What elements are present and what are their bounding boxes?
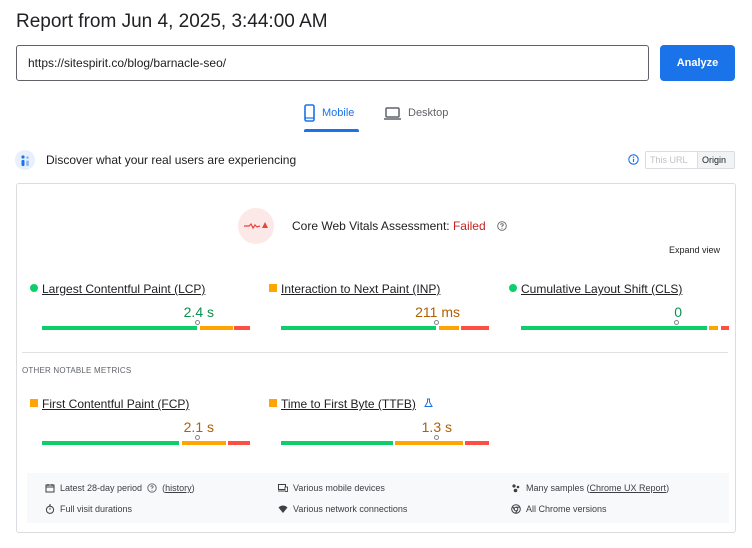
needs-improvement-indicator-icon [269,399,277,407]
good-indicator-icon [509,284,517,292]
footer-network: Various network connections [278,504,407,514]
footer-durations: Full visit durations [45,504,132,514]
tab-mobile[interactable]: Mobile [304,104,354,130]
calendar-icon [45,484,55,493]
metric-lcp-distribution-bar [42,326,250,330]
footer-samples-suffix: ) [666,483,670,493]
users-icon [15,150,35,170]
metric-inp-marker [434,320,439,325]
section-divider [22,352,728,353]
metric-cls-value: 0 [674,304,682,320]
cwv-assessment: Core Web Vitals Assessment: Failed [292,219,486,233]
assessment-status: Failed [452,219,486,233]
tab-desktop-label: Desktop [408,107,449,119]
footer-samples-text: Many samples (Chrome UX Report) [526,483,669,493]
needs-improvement-indicator-icon [269,284,277,292]
tab-desktop[interactable]: Desktop [384,104,448,130]
metric-cls-distribution-bar [521,326,729,330]
tab-mobile-label: Mobile [322,107,355,119]
history-link[interactable]: history [165,483,192,493]
field-data-card [16,183,736,533]
metric-lcp-value: 2.4 s [183,304,214,320]
footer-period: Latest 28-day period (history) [45,483,195,493]
metric-ttfb-marker [434,435,439,440]
footer-devices-text: Various mobile devices [293,483,385,493]
laptop-icon [384,107,401,120]
info-icon[interactable] [628,154,639,165]
url-input[interactable] [16,45,649,81]
wifi-icon [278,505,288,513]
discover-heading: Discover what your real users are experi… [46,153,297,167]
smartphone-icon [304,104,315,122]
stopwatch-icon [45,504,55,514]
chrome-icon [511,504,521,514]
footer-durations-text: Full visit durations [60,504,133,514]
devices-icon [278,484,288,492]
metric-fcp-marker [195,435,200,440]
metric-ttfb-value: 1.3 s [421,419,452,435]
data-source-footer [27,473,729,523]
good-indicator-icon [30,284,38,292]
footer-samples: Many samples (Chrome UX Report) [511,483,669,493]
toggle-this-url[interactable]: This URL [645,151,698,169]
metric-fcp-distribution-bar [42,441,250,445]
metric-fcp-value: 2.1 s [183,419,214,435]
metric-lcp-marker [195,320,200,325]
analyze-button[interactable]: Analyze [660,45,735,81]
metric-cls-label[interactable]: Cumulative Layout Shift (CLS) [521,282,683,296]
metric-cls-marker [674,320,679,325]
expand-view-link[interactable]: Expand view [669,245,721,255]
metric-lcp-label[interactable]: Largest Contentful Paint (LCP) [42,282,206,296]
metric-fcp-label[interactable]: First Contentful Paint (FCP) [42,397,190,411]
footer-network-text: Various network connections [293,504,408,514]
assessment-label: Core Web Vitals Assessment: [292,219,453,233]
metric-inp-value: 211 ms [415,304,460,320]
active-tab-indicator [304,129,359,132]
metric-inp-label[interactable]: Interaction to Next Paint (INP) [281,282,441,296]
footer-versions: All Chrome versions [511,504,607,514]
metric-ttfb-distribution-bar [281,441,489,445]
help-icon[interactable] [147,483,157,493]
help-icon[interactable] [497,221,507,231]
metric-inp-distribution-bar [281,326,489,330]
other-metrics-heading: OTHER NOTABLE METRICS [22,366,132,375]
failed-assessment-icon [238,208,274,244]
samples-icon [512,484,520,493]
metric-ttfb-label[interactable]: Time to First Byte (TTFB) [281,397,416,411]
needs-improvement-indicator-icon [30,399,38,407]
chrome-ux-report-link[interactable]: Chrome UX Report [589,483,667,493]
footer-devices: Various mobile devices [278,483,385,493]
history-link-wrap: (history) [162,483,195,493]
toggle-origin[interactable]: Origin [697,151,735,169]
page-title: Report from Jun 4, 2025, 3:44:00 AM [16,11,328,32]
footer-samples-prefix: Many samples ( [526,483,590,493]
footer-versions-text: All Chrome versions [526,504,607,514]
flask-icon [424,398,433,407]
footer-period-text: Latest 28-day period [60,483,143,493]
